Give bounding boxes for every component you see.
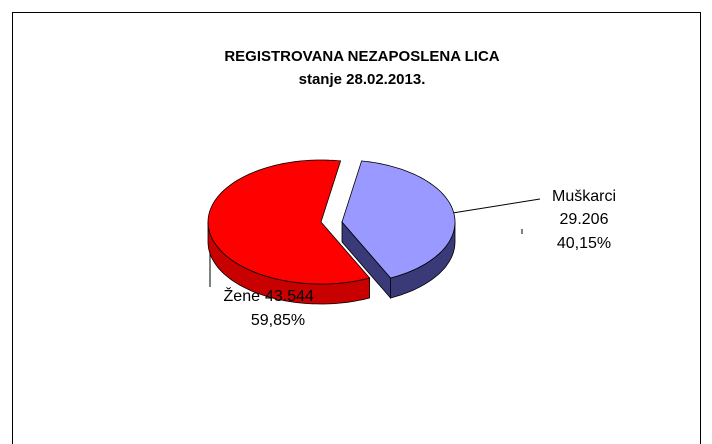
value-label: 43.544 bbox=[265, 288, 314, 305]
percent-label: 59,85% bbox=[251, 312, 305, 329]
leader-line bbox=[439, 198, 541, 216]
slice bbox=[341, 160, 456, 279]
pie bbox=[207, 159, 456, 305]
chart-title: REGISTROVANA NEZAPOSLENA LICA bbox=[224, 48, 499, 65]
slice bbox=[207, 159, 371, 285]
value-label: 29.206 bbox=[560, 211, 609, 228]
slice-label: Žene bbox=[224, 286, 261, 305]
slice-label: Muškarci bbox=[552, 188, 616, 205]
percent-label: 40,15% bbox=[557, 235, 611, 252]
chart-subtitle: stanje 28.02.2013. bbox=[299, 71, 426, 88]
